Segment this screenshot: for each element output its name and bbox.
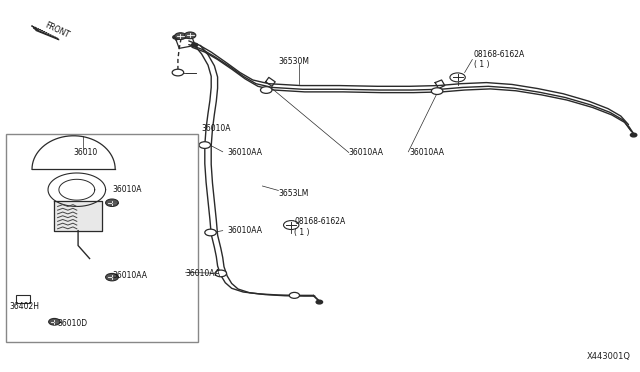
Text: 36010AA: 36010AA <box>410 148 445 157</box>
Circle shape <box>49 318 60 325</box>
Text: 36010AA: 36010AA <box>349 148 384 157</box>
Circle shape <box>205 229 216 236</box>
Circle shape <box>450 73 465 82</box>
Circle shape <box>199 142 211 148</box>
Circle shape <box>106 199 118 206</box>
Circle shape <box>106 273 118 281</box>
Text: 36010A: 36010A <box>112 185 141 194</box>
Text: 36010AA: 36010AA <box>227 226 262 235</box>
Circle shape <box>191 43 198 47</box>
Text: 3653LM: 3653LM <box>278 189 308 198</box>
Polygon shape <box>54 201 102 231</box>
Circle shape <box>175 33 186 39</box>
Text: 08168-6162A
( 1 ): 08168-6162A ( 1 ) <box>474 50 525 69</box>
Circle shape <box>172 69 184 76</box>
Text: 36010A: 36010A <box>202 124 231 133</box>
Circle shape <box>260 87 272 93</box>
Text: 36010: 36010 <box>74 148 98 157</box>
Polygon shape <box>32 26 59 40</box>
Text: FRONT: FRONT <box>44 21 71 40</box>
Text: 08168-6162A
( 1 ): 08168-6162A ( 1 ) <box>294 217 346 237</box>
Text: 36010AA: 36010AA <box>112 271 147 280</box>
Text: 36010AA: 36010AA <box>227 148 262 157</box>
Circle shape <box>289 292 300 298</box>
Circle shape <box>284 221 299 230</box>
Circle shape <box>174 70 182 75</box>
Bar <box>16 295 30 303</box>
Circle shape <box>630 133 637 137</box>
Text: X443001Q: X443001Q <box>586 352 630 361</box>
Circle shape <box>431 88 443 94</box>
Text: 36530M: 36530M <box>278 57 309 66</box>
Text: 36010D: 36010D <box>58 319 88 328</box>
Circle shape <box>173 35 179 39</box>
Circle shape <box>215 270 227 277</box>
Bar <box>6 134 198 342</box>
Circle shape <box>184 32 196 39</box>
Circle shape <box>316 300 323 304</box>
Text: 36402H: 36402H <box>10 302 40 311</box>
Text: 36010AA: 36010AA <box>186 269 221 278</box>
